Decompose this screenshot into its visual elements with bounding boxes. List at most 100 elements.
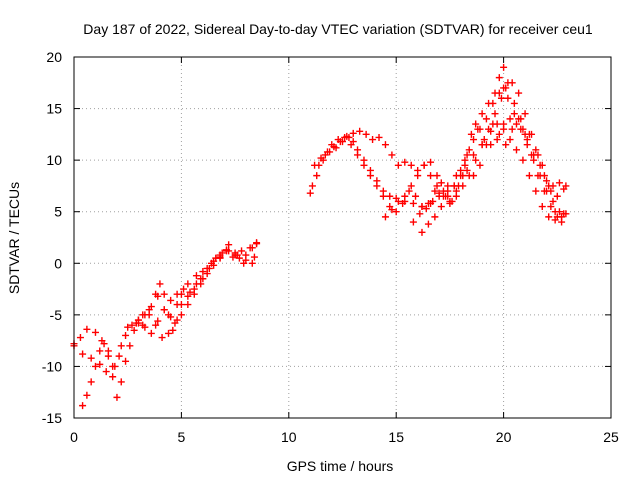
y-axis-label: SDTVAR / TECUs [6,182,22,294]
y-tick-label: -5 [50,307,63,323]
data-point [362,130,370,138]
data-point [489,120,497,128]
data-point [139,321,147,329]
data-point [407,161,415,169]
data-point [392,208,400,216]
data-point [506,136,514,144]
data-point [223,246,231,254]
data-point [156,280,164,288]
data-point [493,136,501,144]
data-point [317,154,325,162]
data-point [173,290,181,298]
data-point [476,161,484,169]
data-point [313,172,321,180]
data-point [545,213,553,221]
data-series [70,63,570,410]
data-point [169,326,177,334]
data-point [147,329,155,337]
y-tick-label: 15 [46,101,62,117]
data-point [122,357,130,365]
y-tick-label: 10 [46,152,62,168]
data-point [91,328,99,336]
data-point [510,110,518,118]
y-tick-label: 20 [46,49,62,65]
data-point [240,259,248,267]
data-point [502,84,510,92]
data-point [379,192,387,200]
data-point [495,74,503,82]
data-point [139,311,147,319]
grid [74,57,611,418]
data-point [515,89,523,97]
y-tick-label: -10 [42,358,62,374]
data-point [424,220,432,228]
data-point [457,172,465,180]
data-point [547,203,555,211]
data-point [480,136,488,144]
data-point [427,158,435,166]
data-point [510,99,518,107]
data-point [519,125,527,133]
data-point [210,257,218,265]
data-point [521,130,529,138]
data-point [184,292,192,300]
data-point [549,197,557,205]
data-point [347,141,355,149]
data-point [543,177,551,185]
data-point [306,189,314,197]
data-point [375,133,383,141]
data-point [132,319,140,327]
series-arc-4 [132,240,261,334]
data-point [173,316,181,324]
x-tick-label: 25 [603,429,619,445]
data-point [427,172,435,180]
data-point [512,146,520,154]
data-point [231,249,239,257]
data-point [242,251,250,259]
data-point [424,199,432,207]
data-point [369,136,377,144]
data-point [470,172,478,180]
data-point [448,197,456,205]
data-point [431,187,439,195]
x-tick-label: 15 [388,429,404,445]
data-point [540,172,548,180]
data-point [515,115,523,123]
data-point [190,285,198,293]
data-point [418,228,426,236]
data-point [472,120,480,128]
data-point [154,317,162,325]
data-point [470,151,478,159]
data-point [225,241,233,249]
data-point [547,187,555,195]
data-point [560,210,568,218]
data-point [76,334,84,342]
data-point [87,378,95,386]
x-tick-label: 0 [70,429,78,445]
data-point [491,110,499,118]
data-point [238,247,246,255]
data-point [482,141,490,149]
data-point [104,347,112,355]
data-point [399,199,407,207]
data-point [311,161,319,169]
data-point [96,360,104,368]
series-arc-10 [418,115,568,236]
data-point [177,311,185,319]
data-point [109,362,117,370]
data-point [444,192,452,200]
data-point [521,110,529,118]
x-axis-label: GPS time / hours [287,458,394,474]
data-point [381,141,389,149]
data-point [83,391,91,399]
data-point [388,151,396,159]
data-point [450,182,458,190]
data-point [199,268,207,276]
data-point [500,120,508,128]
data-point [122,331,130,339]
data-point [330,143,338,151]
data-point [117,378,125,386]
data-point [551,208,559,216]
y-tick-label: -15 [42,410,62,426]
